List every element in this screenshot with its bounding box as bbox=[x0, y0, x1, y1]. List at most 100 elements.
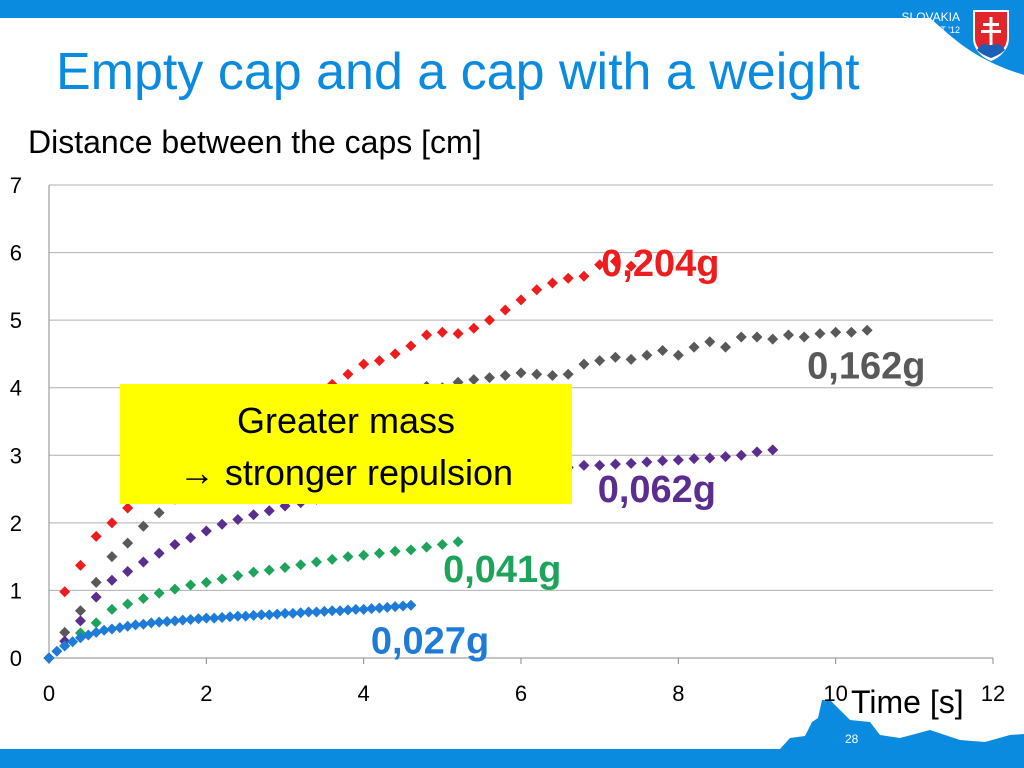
data-point bbox=[74, 605, 86, 617]
data-point bbox=[358, 603, 370, 615]
data-point bbox=[641, 456, 653, 468]
data-point bbox=[106, 551, 118, 563]
x-tick-label: 6 bbox=[515, 681, 527, 706]
data-point bbox=[295, 607, 307, 619]
data-point bbox=[310, 556, 322, 568]
data-point bbox=[405, 544, 417, 556]
data-point bbox=[169, 583, 181, 595]
data-point bbox=[255, 609, 267, 621]
data-point bbox=[59, 640, 71, 652]
callout-box: Greater mass → stronger repulsion bbox=[120, 384, 572, 504]
data-point bbox=[845, 326, 857, 338]
data-point bbox=[326, 605, 338, 617]
data-point bbox=[405, 340, 417, 352]
mountain-silhouette bbox=[780, 700, 1024, 749]
data-point bbox=[232, 570, 244, 582]
data-point bbox=[641, 349, 653, 361]
data-point bbox=[358, 358, 370, 370]
data-point bbox=[751, 331, 763, 343]
data-point bbox=[562, 368, 574, 380]
data-point bbox=[153, 587, 165, 599]
data-point bbox=[735, 449, 747, 461]
data-point bbox=[74, 559, 86, 571]
data-point bbox=[625, 260, 637, 272]
data-point bbox=[334, 605, 346, 617]
data-point bbox=[263, 609, 275, 621]
data-point bbox=[185, 613, 197, 625]
bottom-band bbox=[0, 749, 1024, 768]
x-tick-label: 2 bbox=[200, 681, 212, 706]
data-point bbox=[169, 615, 181, 627]
data-point bbox=[216, 573, 228, 585]
data-point bbox=[106, 623, 118, 635]
data-point bbox=[625, 353, 637, 365]
data-point bbox=[594, 259, 606, 271]
x-tick-label: 8 bbox=[672, 681, 684, 706]
brand-event: IYPT '12 bbox=[925, 25, 960, 35]
data-point bbox=[106, 603, 118, 615]
data-point bbox=[137, 520, 149, 532]
data-point bbox=[122, 566, 134, 578]
data-point bbox=[830, 326, 842, 338]
data-point bbox=[704, 336, 716, 348]
data-point bbox=[366, 603, 378, 615]
data-point bbox=[342, 604, 354, 616]
data-point bbox=[578, 270, 590, 282]
data-point bbox=[153, 547, 165, 559]
data-point bbox=[232, 513, 244, 525]
data-point bbox=[657, 345, 669, 357]
data-point bbox=[185, 532, 197, 544]
callout-line-1: Greater mass bbox=[236, 400, 456, 441]
data-point bbox=[98, 624, 110, 636]
series-label: 0,027g bbox=[371, 620, 489, 662]
data-point bbox=[861, 324, 873, 336]
data-point bbox=[122, 502, 134, 514]
data-point bbox=[248, 566, 260, 578]
data-point bbox=[248, 509, 260, 521]
data-point bbox=[546, 277, 558, 289]
data-point bbox=[200, 576, 212, 588]
data-point bbox=[90, 617, 102, 629]
y-tick-label: 7 bbox=[10, 173, 22, 198]
data-point bbox=[169, 538, 181, 550]
x-tick-label: 0 bbox=[43, 681, 55, 706]
data-point bbox=[106, 574, 118, 586]
data-point bbox=[672, 349, 684, 361]
data-point bbox=[43, 652, 55, 664]
data-point bbox=[67, 636, 79, 648]
data-point bbox=[389, 348, 401, 360]
data-point bbox=[90, 626, 102, 638]
x-tick-label: 12 bbox=[981, 681, 1005, 706]
data-point bbox=[609, 255, 621, 267]
data-point bbox=[90, 530, 102, 542]
data-point bbox=[114, 622, 126, 634]
data-point bbox=[271, 608, 283, 620]
data-point bbox=[609, 351, 621, 363]
data-point bbox=[137, 618, 149, 630]
data-point bbox=[216, 518, 228, 530]
data-point bbox=[381, 601, 393, 613]
y-tick-label: 2 bbox=[10, 511, 22, 536]
data-point bbox=[436, 538, 448, 550]
data-point bbox=[279, 561, 291, 573]
data-point bbox=[397, 600, 409, 612]
top-band bbox=[0, 0, 1024, 18]
data-point bbox=[578, 459, 590, 471]
data-point bbox=[782, 329, 794, 341]
y-tick-label: 3 bbox=[10, 443, 22, 468]
data-point bbox=[767, 333, 779, 345]
data-point bbox=[798, 331, 810, 343]
data-point bbox=[303, 606, 315, 618]
data-point bbox=[350, 603, 362, 615]
data-point bbox=[59, 586, 71, 598]
data-point bbox=[342, 551, 354, 563]
data-point bbox=[279, 607, 291, 619]
brand-label: SLOVAKIA IYPT '12 bbox=[902, 10, 960, 35]
data-point bbox=[421, 541, 433, 553]
data-point bbox=[145, 617, 157, 629]
data-point bbox=[295, 559, 307, 571]
data-point bbox=[90, 576, 102, 588]
data-point bbox=[232, 610, 244, 622]
data-point bbox=[161, 616, 173, 628]
y-tick-label: 1 bbox=[10, 578, 22, 603]
